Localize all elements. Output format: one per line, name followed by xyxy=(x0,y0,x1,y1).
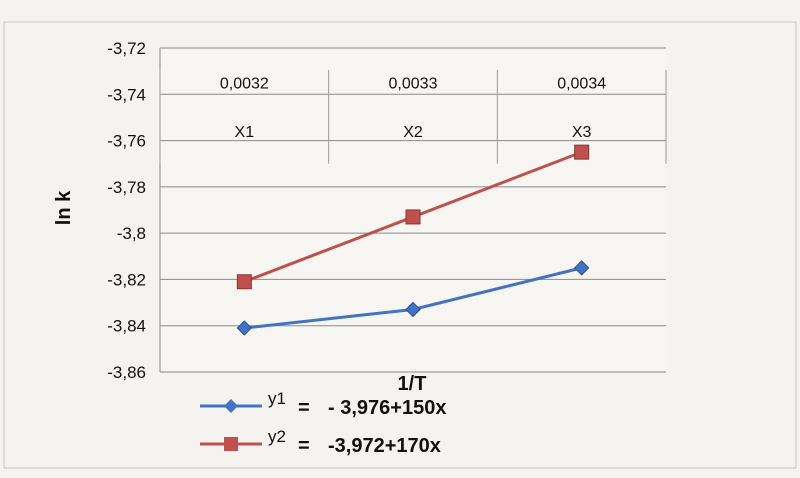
table-label: X1 xyxy=(235,124,255,141)
data-point-y1 xyxy=(573,260,590,276)
legend-marker xyxy=(224,437,238,451)
chart-frame xyxy=(3,21,797,469)
data-point-y2 xyxy=(236,274,252,290)
y-axis-label: ln k xyxy=(53,190,75,225)
legend-marker xyxy=(224,399,238,413)
legend: y1 = - 3,976+150x y2 = -3,972+170x xyxy=(200,389,446,457)
legend-equals: = xyxy=(298,435,310,457)
data-point-y1 xyxy=(405,301,421,318)
legend-equation: - 3,976+150x xyxy=(328,397,446,419)
legend-item-y1: y1 = - 3,976+150x xyxy=(200,389,446,419)
data-point-y1 xyxy=(236,320,253,336)
table-value: 0,0033 xyxy=(389,76,438,93)
y-axis-tick-labels: -3,72 -3,74 -3,76 -3,78 -3,8 -3,82 -3,84 -3,86 xyxy=(107,39,146,382)
table-value: 0,0032 xyxy=(220,76,269,93)
y-tick-label: -3,74 xyxy=(107,85,146,104)
data-table-grid xyxy=(159,70,667,164)
legend-series-name: y2 xyxy=(268,427,286,446)
series-layer xyxy=(236,144,590,336)
legend-series-name: y1 xyxy=(268,389,286,408)
y-tick-label: -3,72 xyxy=(107,39,146,58)
data-table: 0,0032 0,0033 0,0034 X1 X2 X3 xyxy=(220,76,606,142)
table-label: X3 xyxy=(572,124,592,141)
y-tick-label: -3,78 xyxy=(107,178,146,197)
legend-equation: -3,972+170x xyxy=(328,435,441,457)
x-axis-label: 1/T xyxy=(398,373,427,395)
legend-item-y2: y2 = -3,972+170x xyxy=(200,427,441,457)
legend-equals: = xyxy=(298,397,310,419)
table-label: X2 xyxy=(403,124,423,141)
table-value: 0,0034 xyxy=(557,76,606,93)
y-tick-label: -3,86 xyxy=(107,363,146,382)
data-point-y2 xyxy=(405,209,421,225)
y-tick-label: -3,82 xyxy=(107,270,146,289)
y-tick-label: -3,76 xyxy=(107,132,146,151)
data-point-y2 xyxy=(574,144,590,160)
y-tick-label: -3,8 xyxy=(117,224,146,243)
y-tick-label: -3,84 xyxy=(107,317,146,336)
